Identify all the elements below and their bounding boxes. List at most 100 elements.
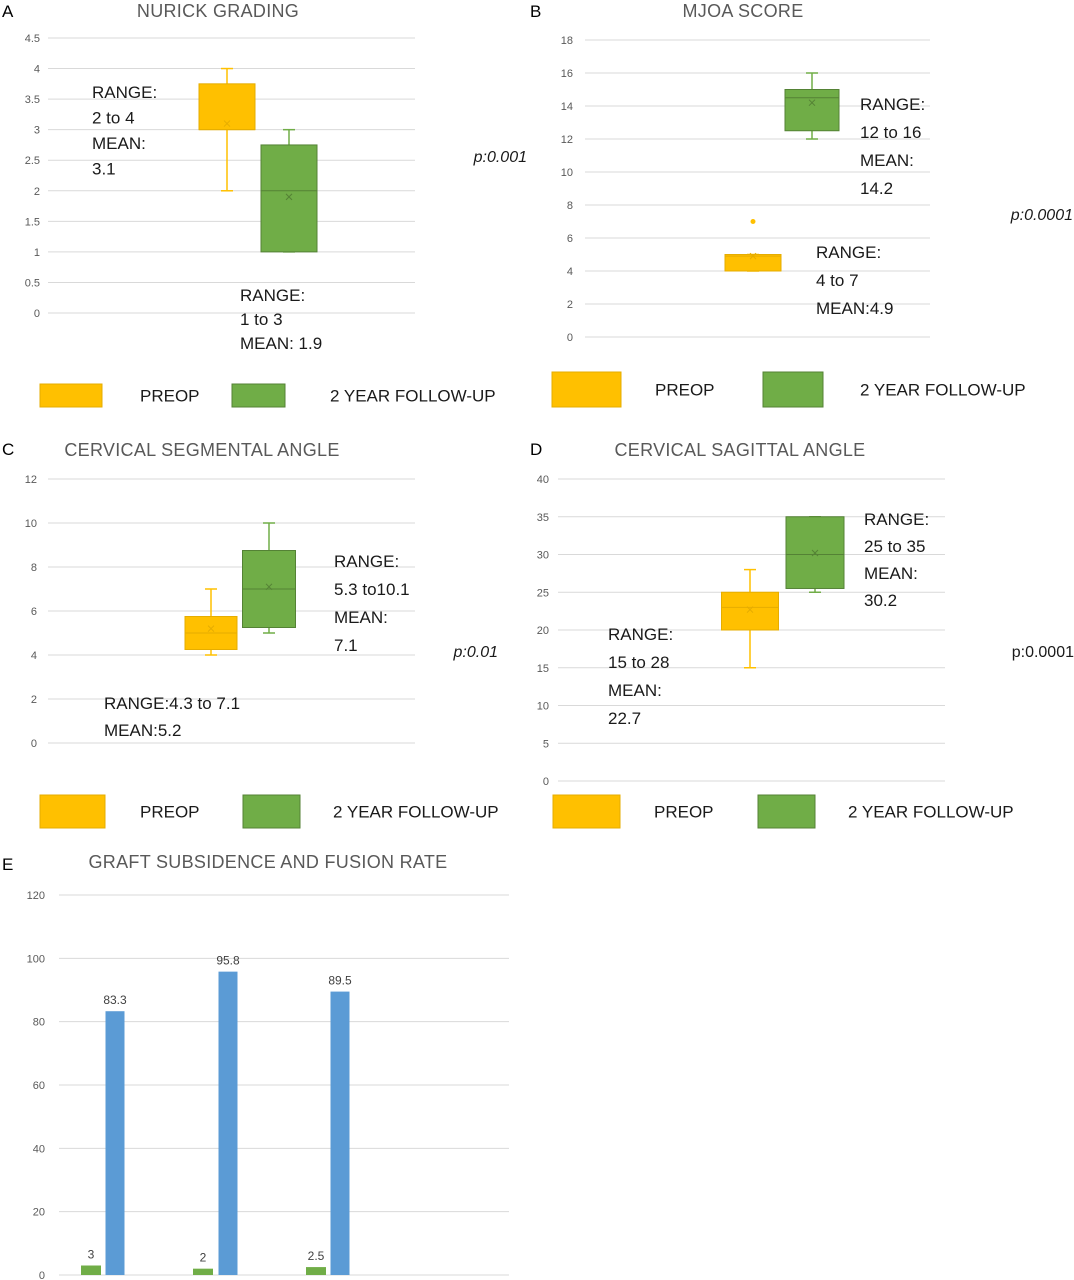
p-value: p:0.001 (473, 149, 527, 166)
legend-label: PREOP (654, 803, 714, 822)
panel-d: D CERVICAL SAGITTAL ANGLE 0 5 10 15 20 25 30 35 40… (530, 440, 1074, 829)
annotation-line: 7.1 (334, 636, 358, 655)
box-iqr (721, 591, 779, 631)
annotation-line: 4 to 7 (816, 271, 859, 290)
annotation-line: RANGE: (240, 286, 305, 305)
y-tick-label: 1.5 (25, 216, 40, 228)
annotation-line: MEAN: (864, 564, 918, 583)
y-tick-label: 1 (34, 247, 40, 259)
legend-swatch (39, 383, 103, 408)
mean-marker (265, 583, 273, 591)
legend-label: 2 YEAR FOLLOW-UP (848, 803, 1014, 822)
annotation-line: RANGE: (816, 243, 881, 262)
y-tick-label: 10 (537, 701, 549, 713)
y-tick-label: 2 (34, 186, 40, 198)
panel-a: A NURICK GRADING 0 0.5 1 1.5 2 2.5 3 3.5 4 4.5 RANGE… (2, 1, 527, 408)
y-tick-label: 2 (31, 694, 37, 706)
legend-swatch (242, 794, 301, 829)
annotation-line: 2 to 4 (92, 109, 135, 128)
legend-swatch (231, 383, 286, 408)
p-value: p:0.0001 (1012, 644, 1074, 661)
annotation-line: 3.1 (92, 160, 116, 179)
annotation-line: RANGE: (860, 95, 925, 114)
legend-label: PREOP (655, 381, 715, 400)
y-tick-label: 0 (31, 738, 37, 750)
legend-label: 2 YEAR FOLLOW-UP (860, 381, 1026, 400)
box-series-preop (721, 568, 779, 669)
box-series-preop (198, 67, 256, 192)
bar (330, 991, 350, 1275)
y-tick-label: 6 (31, 606, 37, 618)
annotation-line: 12 to 16 (860, 123, 921, 142)
annotation-line: RANGE: (864, 510, 929, 529)
y-tick-label: 100 (27, 953, 45, 965)
chart-title: GRAFT SUBSIDENCE AND FUSION RATE (89, 852, 448, 872)
annotation-line: RANGE: (608, 625, 673, 644)
y-tick-label: 60 (33, 1080, 45, 1092)
y-tick-label: 15 (537, 663, 549, 675)
outlier-point (750, 219, 756, 224)
box-series-followup (242, 522, 296, 634)
panel-b: B MJOA SCORE 0 2 4 6 8 10 12 14 16 18 RANGE: 12 to 16… (530, 1, 1073, 408)
legend-swatch (757, 794, 816, 829)
annotation-line: MEAN: 1.9 (240, 334, 322, 353)
mean-marker (811, 549, 819, 557)
y-tick-label: 0 (543, 776, 549, 788)
y-tick-label: 20 (33, 1207, 45, 1219)
y-tick-label: 2.5 (25, 155, 40, 167)
bar-data-label: 83.3 (103, 993, 127, 1007)
annotation-line: 25 to 35 (864, 537, 925, 556)
panel-c: C CERVICAL SEGMENTAL ANGLE 0 2 4 6 8 10 12 RANGE:… (2, 440, 499, 829)
annotation-line: MEAN:4.9 (816, 299, 893, 318)
bar (193, 1268, 213, 1275)
box-series-followup (785, 516, 845, 593)
y-tick-label: 35 (537, 512, 549, 524)
chart-title: CERVICAL SAGITTAL ANGLE (615, 440, 866, 460)
panel-label: C (2, 440, 14, 459)
bar-data-label: 3 (88, 1248, 95, 1262)
mean-marker (207, 625, 215, 632)
box-series-followup (784, 72, 840, 140)
mean-marker (749, 252, 757, 260)
y-tick-label: 14 (561, 101, 573, 113)
mean-marker (808, 99, 816, 107)
y-tick-label: 10 (561, 167, 573, 179)
box-series-followup (260, 128, 318, 253)
y-tick-label: 40 (537, 474, 549, 486)
box-iqr (260, 144, 318, 253)
panel-label: B (530, 2, 541, 21)
bar (81, 1265, 101, 1275)
p-value: p:0.0001 (1010, 207, 1073, 224)
y-tick-label: 80 (33, 1017, 45, 1029)
box-iqr (198, 83, 256, 131)
box-iqr (724, 254, 782, 272)
annotation-line: MEAN: (860, 151, 914, 170)
y-tick-label: 5 (543, 738, 549, 750)
annotation-line: RANGE: (92, 83, 157, 102)
bar-data-label: 89.5 (328, 974, 352, 988)
annotation-line: 15 to 28 (608, 653, 669, 672)
bar-series-1: 3 2 2.5 (81, 1248, 326, 1275)
annotation-line: 30.2 (864, 591, 897, 610)
legend-swatch (551, 371, 622, 408)
bar-data-label: 2 (200, 1251, 207, 1265)
annotation-line: MEAN:5.2 (104, 721, 181, 740)
y-tick-label: 4 (567, 266, 573, 278)
y-tick-label: 40 (33, 1143, 45, 1155)
legend-swatch (39, 794, 106, 829)
bar-series-2: 83.3 95.8 89.5 (103, 954, 352, 1275)
annotation-line: 14.2 (860, 179, 893, 198)
y-tick-label: 2 (567, 299, 573, 311)
y-tick-label: 16 (561, 68, 573, 80)
y-tick-label: 8 (31, 562, 37, 574)
bar (218, 971, 238, 1275)
legend-swatch (762, 371, 824, 408)
mean-marker (223, 120, 231, 127)
chart-title: MJOA SCORE (682, 1, 803, 21)
y-tick-label: 0 (567, 332, 573, 344)
panel-e: E GRAFT SUBSIDENCE AND FUSION RATE 0 20 40 60… (2, 852, 509, 1280)
annotation-line: 22.7 (608, 709, 641, 728)
chart-title: CERVICAL SEGMENTAL ANGLE (64, 440, 339, 460)
y-tick-label: 12 (561, 134, 573, 146)
